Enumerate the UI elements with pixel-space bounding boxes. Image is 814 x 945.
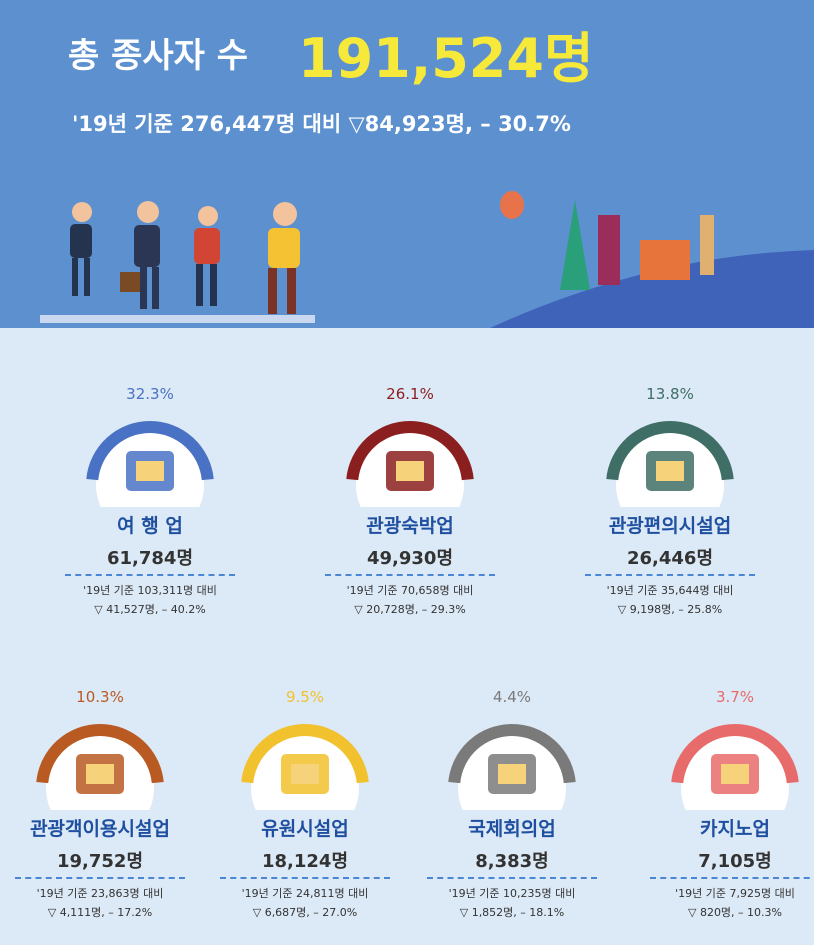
note: ▽ 9,198명, – 25.8% <box>617 603 723 616</box>
note: ▽ 1,852명, – 18.1% <box>459 906 565 919</box>
note: ▽ 20,728명, – 29.3% <box>354 603 466 616</box>
category: 9.5% 유원시설업 18,124명 '19년 기준 24,811명 대비 ▽ 6,68… <box>205 688 405 920</box>
leaning-tower <box>700 215 714 275</box>
category: 3.7% 카지노업 7,105명 '19년 기준 7,925명 대비 ▽ 820명, –… <box>635 688 814 920</box>
category-count: 8,383명 <box>475 851 549 872</box>
note: '19년 기준 10,235명 대비 <box>448 887 576 900</box>
icon-detail <box>396 461 424 481</box>
category-name: 여 행 업 <box>117 515 183 537</box>
badge-arc <box>606 421 734 481</box>
note: '19년 기준 70,658명 대비 <box>346 584 474 597</box>
badge-arc <box>86 421 214 481</box>
badge <box>448 724 576 810</box>
category-count: 61,784명 <box>106 548 194 569</box>
category-count: 49,930명 <box>366 548 454 569</box>
header-label: 총 종사자 수 <box>68 36 249 76</box>
clock-tower <box>598 215 620 285</box>
header-subtitle: '19년 기준 276,447명 대비 ▽84,923명, – 30.7% <box>72 112 571 136</box>
badge-arc <box>241 724 369 784</box>
note: '19년 기준 23,863명 대비 <box>36 887 164 900</box>
category-count: 19,752명 <box>56 851 144 872</box>
building <box>640 240 690 280</box>
people <box>70 201 300 314</box>
note: '19년 기준 35,644명 대비 <box>606 584 734 597</box>
badge <box>86 421 214 507</box>
divider <box>650 877 814 879</box>
icon-detail <box>721 764 749 784</box>
note: ▽ 820명, – 10.3% <box>687 906 782 919</box>
icon-detail <box>498 764 526 784</box>
note: '19년 기준 24,811명 대비 <box>241 887 369 900</box>
badge <box>671 724 799 810</box>
balloon <box>500 191 524 219</box>
share: 26.1% <box>386 385 434 403</box>
category-name: 국제회의업 <box>468 818 556 840</box>
note: ▽ 4,111명, – 17.2% <box>47 906 153 919</box>
note: '19년 기준 103,311명 대비 <box>83 584 217 597</box>
divider <box>427 877 597 879</box>
category-count: 7,105명 <box>698 851 772 872</box>
category: 32.3% 여 행 업 61,784명 '19년 기준 103,311명 대비 ▽ 41… <box>50 385 250 617</box>
note: '19년 기준 7,925명 대비 <box>675 887 795 900</box>
badge <box>346 421 474 507</box>
header-illustration <box>40 191 814 328</box>
divider <box>325 574 495 576</box>
share: 10.3% <box>76 688 124 706</box>
header: 총 종사자 수 191,524명 '19년 기준 276,447명 대비 ▽84… <box>0 0 814 328</box>
tower <box>560 200 590 290</box>
badge-arc <box>36 724 164 784</box>
divider <box>65 574 235 576</box>
badge-arc <box>448 724 576 784</box>
icon-detail <box>136 461 164 481</box>
badge <box>606 421 734 507</box>
category-count: 18,124명 <box>261 851 349 872</box>
ground <box>40 315 315 323</box>
share: 9.5% <box>285 688 325 706</box>
icon-detail <box>86 764 114 784</box>
icon-detail <box>656 461 684 481</box>
category: 26.1% 관광숙박업 49,930명 '19년 기준 70,658명 대비 ▽ 20,… <box>310 385 510 617</box>
category: 10.3% 관광객이용시설업 19,752명 '19년 기준 23,863명 대비 ▽ … <box>0 688 200 920</box>
share: 13.8% <box>646 385 694 403</box>
badge <box>241 724 369 810</box>
badge-arc <box>671 724 799 784</box>
share: 3.7% <box>715 688 755 706</box>
category-name: 유원시설업 <box>261 818 349 840</box>
header-total: 191,524명 <box>298 27 594 90</box>
category-name: 카지노업 <box>700 818 770 840</box>
category-name: 관광숙박업 <box>366 515 454 537</box>
divider <box>15 877 185 879</box>
note: ▽ 6,687명, – 27.0% <box>252 906 358 919</box>
category: 13.8% 관광편의시설업 26,446명 '19년 기준 35,644명 대비 ▽ 9… <box>570 385 770 617</box>
divider <box>220 877 390 879</box>
note: ▽ 41,527명, – 40.2% <box>94 603 206 616</box>
globe <box>490 250 814 328</box>
icon-detail <box>291 764 319 784</box>
category-count: 26,446명 <box>626 548 714 569</box>
share: 4.4% <box>492 688 532 706</box>
share: 32.3% <box>126 385 174 403</box>
category: 4.4% 국제회의업 8,383명 '19년 기준 10,235명 대비 ▽ 1,852… <box>412 688 612 920</box>
category-name: 관광객이용시설업 <box>30 818 170 840</box>
badge <box>36 724 164 810</box>
divider <box>585 574 755 576</box>
category-name: 관광편의시설업 <box>608 515 732 537</box>
badge-arc <box>346 421 474 481</box>
